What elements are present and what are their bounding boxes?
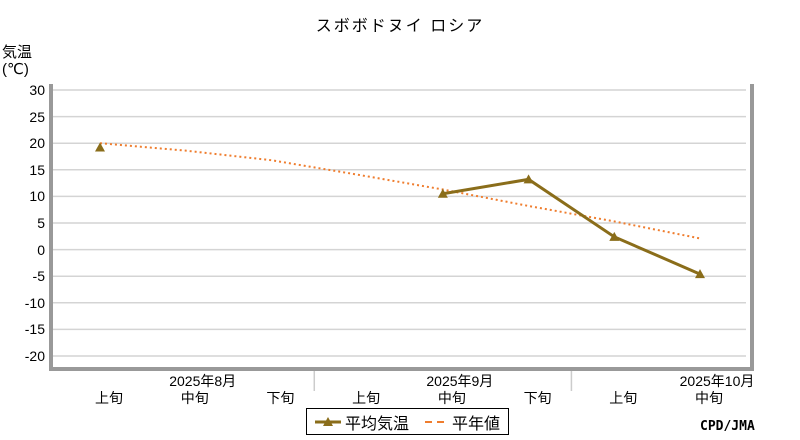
chart-title: スボボドヌイ ロシア: [315, 18, 485, 35]
month-label: 2025年8月: [169, 373, 237, 389]
legend-avg-label: 平均気温: [345, 415, 410, 433]
y-tick-label: -15: [24, 321, 45, 338]
legend-normal-line-sample: [425, 420, 450, 423]
x-tick-label: 中旬: [695, 390, 723, 406]
normal-value-line: [99, 142, 701, 240]
x-tick-label: 上旬: [609, 390, 638, 406]
y-tick-label: 15: [29, 161, 45, 178]
y-tick-label: 10: [29, 188, 45, 205]
month-label: 2025年10月: [679, 373, 755, 389]
y-tick-label: 20: [29, 135, 45, 152]
y-tick-label: 0: [37, 241, 45, 258]
y-axis-title-line2: (℃): [2, 61, 29, 78]
y-tick-label: -10: [24, 294, 45, 311]
x-axis-line: [49, 367, 754, 371]
avg-temp-marker: [523, 174, 534, 184]
credit-text: CPD/JMA: [700, 419, 755, 434]
avg-temp-line: [442, 177, 701, 276]
x-tick-label: 下旬: [523, 390, 552, 406]
legend-normal-label: 平年値: [452, 415, 501, 433]
legend-avg-marker-icon: [323, 416, 333, 426]
x-tick-label: 上旬: [95, 390, 123, 406]
right-axis-line: [750, 84, 754, 371]
avg-temp-marker: [695, 269, 705, 279]
avg-temp-marker: [609, 231, 620, 241]
avg-temp-marker: [437, 188, 448, 198]
x-tick-label: 下旬: [266, 390, 295, 406]
y-tick-label: 30: [29, 82, 45, 98]
avg-temp-marker: [95, 142, 105, 152]
y-tick-label: -5: [32, 268, 45, 285]
y-axis-line: [49, 84, 53, 371]
y-axis-title-line1: 気温: [2, 44, 33, 61]
month-label: 2025年9月: [426, 373, 494, 389]
x-tick-label: 上旬: [352, 390, 381, 406]
legend-avg-line-sample: [315, 416, 341, 426]
x-tick-label: 中旬: [437, 390, 466, 406]
x-tick-label: 中旬: [180, 390, 209, 406]
legend: 平均気温 平年値: [306, 408, 509, 435]
y-tick-label: 5: [37, 215, 45, 231]
y-tick-label: -20: [24, 348, 45, 364]
y-axis-title: 気温 (℃): [2, 44, 32, 78]
y-tick-label: 25: [29, 108, 45, 125]
